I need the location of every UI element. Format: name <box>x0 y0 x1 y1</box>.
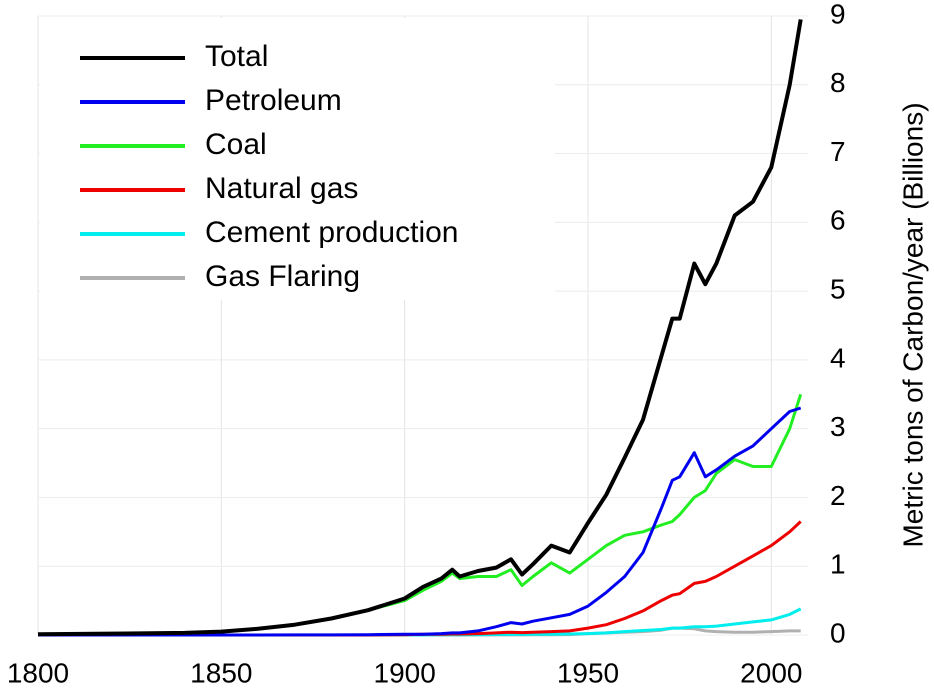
x-tick-label: 2000 <box>740 657 802 688</box>
x-tick-label: 1850 <box>190 657 252 688</box>
y-tick-label: 7 <box>830 136 846 167</box>
y-tick-label: 3 <box>830 411 846 442</box>
y-tick-label: 5 <box>830 274 846 305</box>
legend-label: Natural gas <box>205 172 358 205</box>
y-tick-label: 8 <box>830 67 846 98</box>
legend-box <box>40 18 555 300</box>
x-tick-label: 1900 <box>374 657 436 688</box>
series-line <box>38 520 802 637</box>
series-line <box>38 406 802 637</box>
legend-label: Petroleum <box>205 84 342 117</box>
y-tick-label: 1 <box>830 549 846 580</box>
legend-label: Gas Flaring <box>205 260 360 293</box>
legend-label: Cement production <box>205 216 458 249</box>
x-tick-label: 1950 <box>557 657 619 688</box>
y-tick-label: 2 <box>830 480 846 511</box>
y-tick-label: 4 <box>830 342 846 373</box>
y-tick-label: 0 <box>830 617 846 648</box>
series-line <box>38 607 802 637</box>
series-line <box>37 393 803 636</box>
x-tick-label: 1800 <box>7 657 69 688</box>
y-axis-label: Metric tons of Carbon/year (Billions) <box>897 102 928 547</box>
legend-label: Coal <box>205 128 267 161</box>
series-line <box>37 19 803 637</box>
y-tick-label: 9 <box>830 0 846 29</box>
y-tick-label: 6 <box>830 205 846 236</box>
legend-label: Total <box>205 40 268 73</box>
